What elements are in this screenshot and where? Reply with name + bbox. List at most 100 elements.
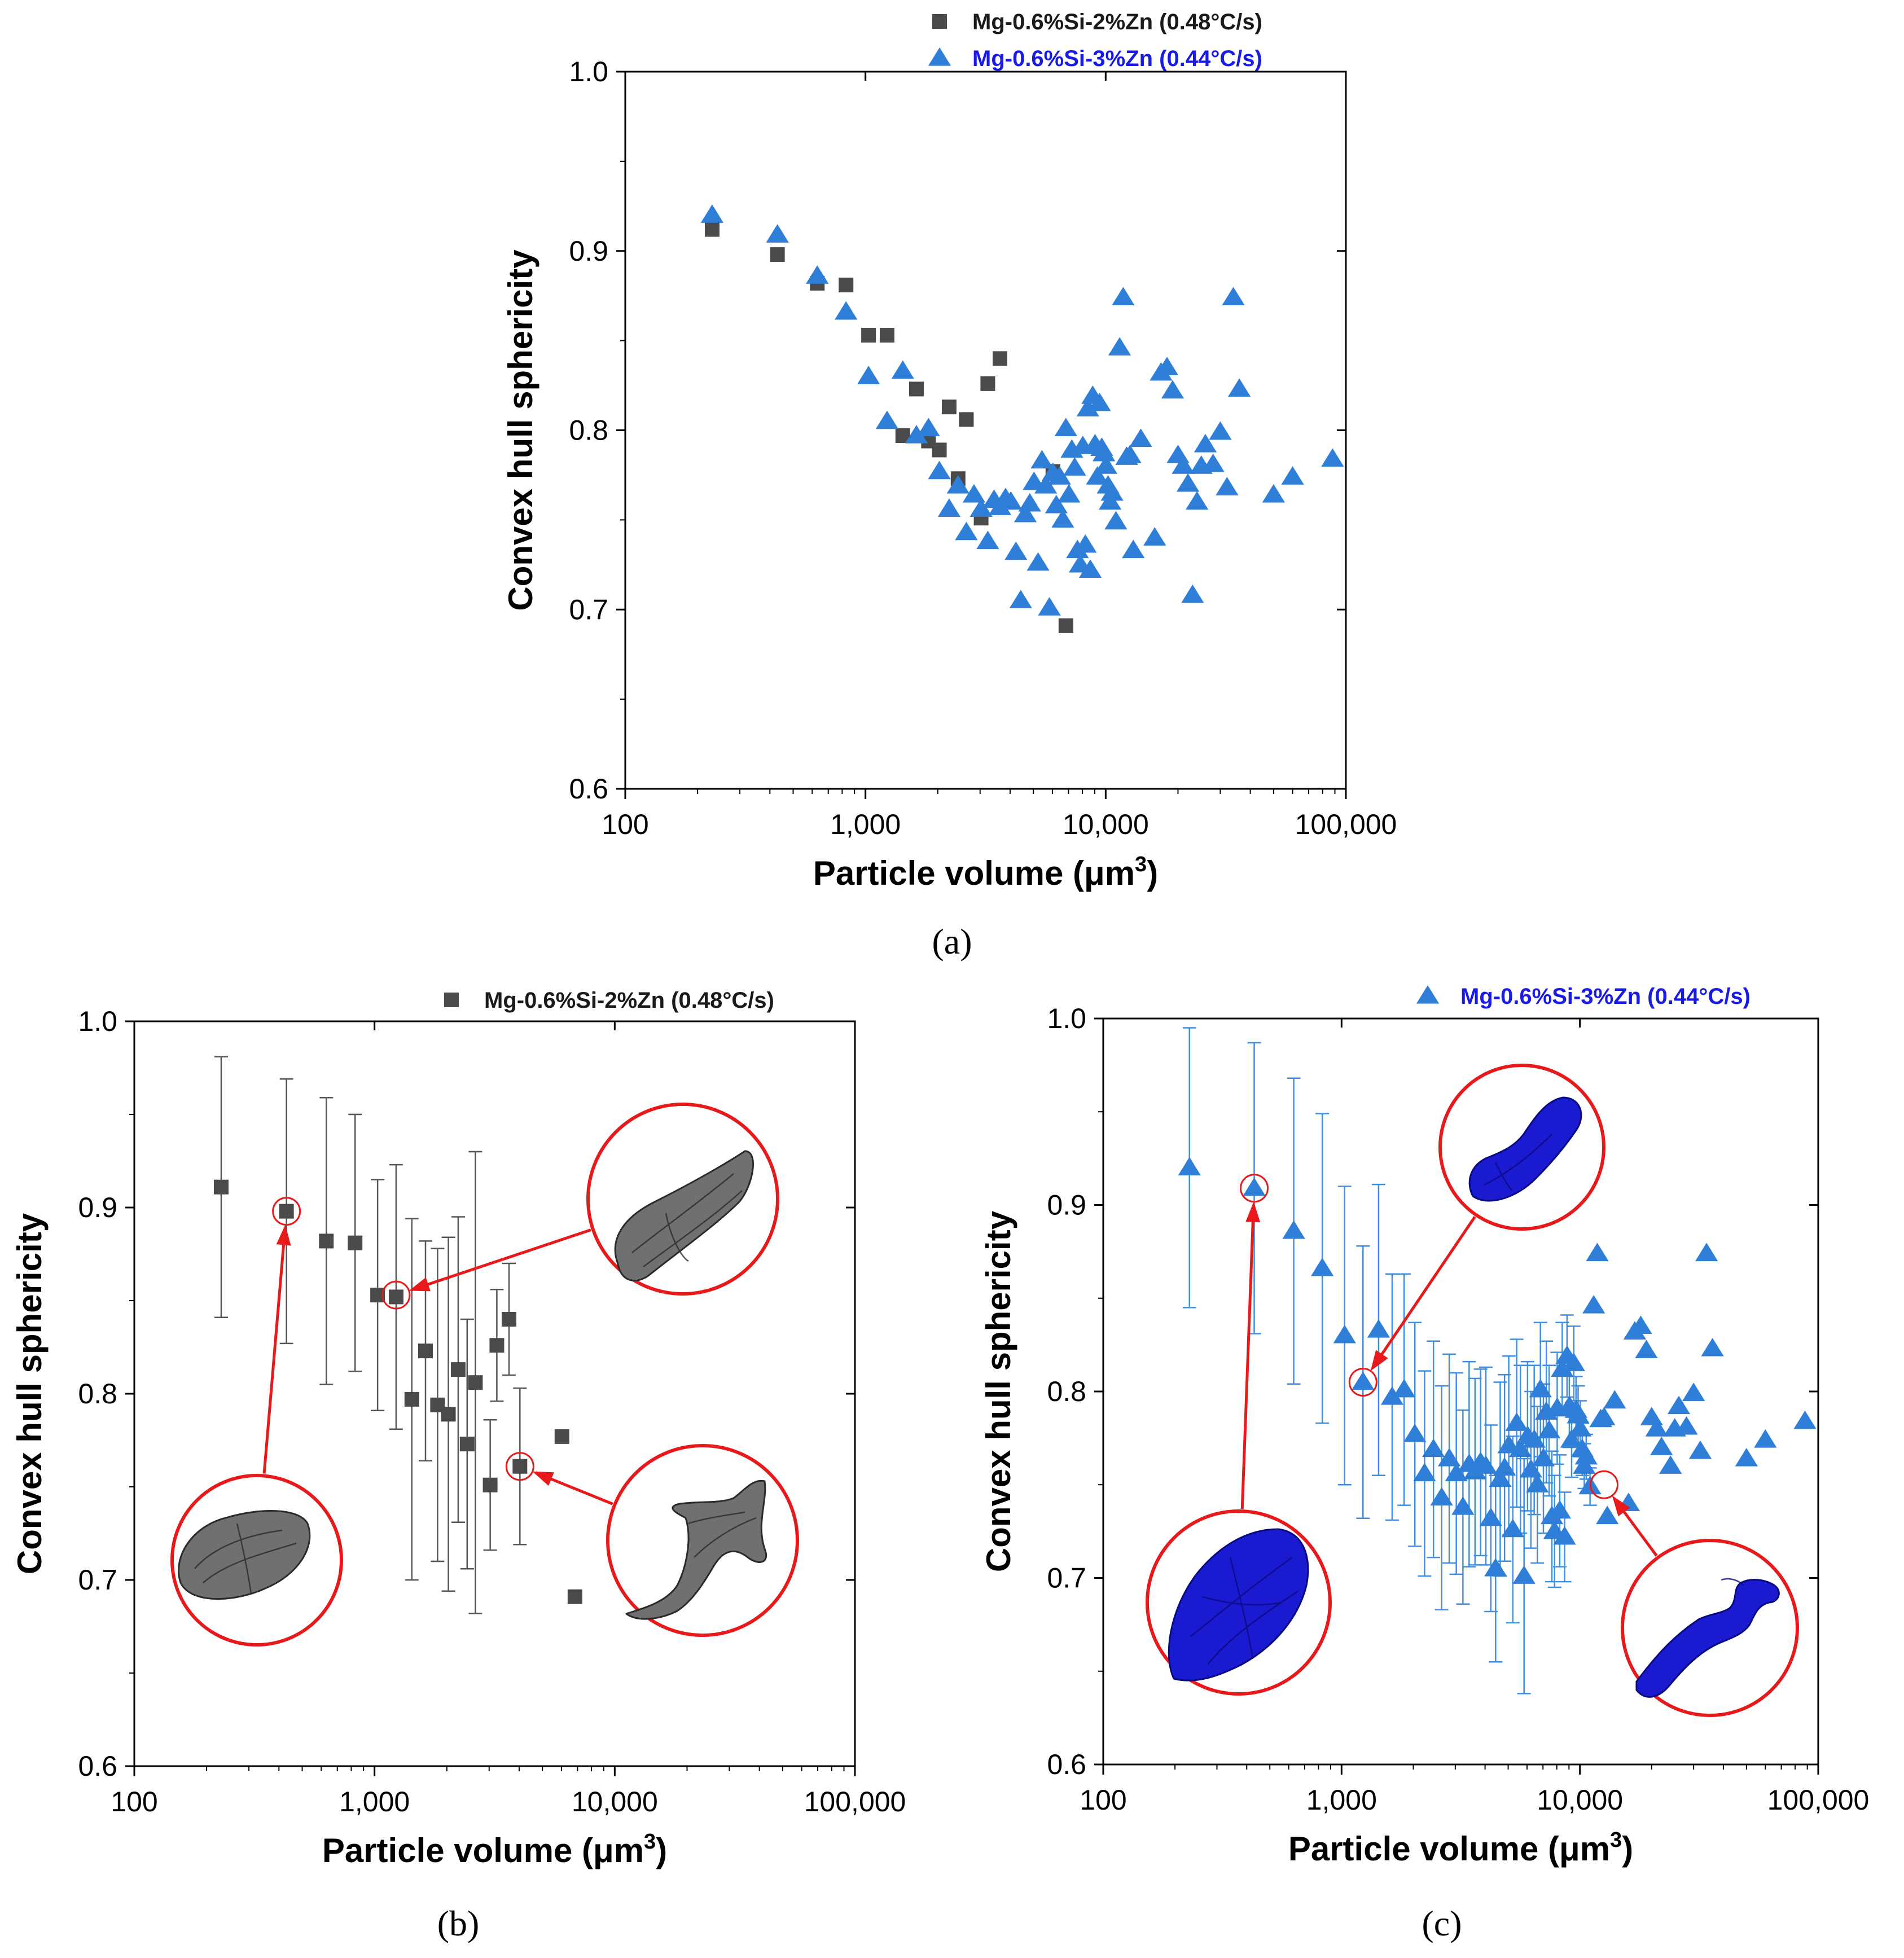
data-point-b-0-15: [502, 1312, 517, 1327]
data-point-c-0-1: [1243, 1177, 1266, 1196]
data-point-c-0-76: [1735, 1447, 1758, 1467]
data-point-a-1-54: [1108, 337, 1131, 356]
x-tick-label-b-2: 10,000: [572, 1786, 658, 1817]
arrow-head-c-1: [1370, 1350, 1388, 1371]
highlight-ring-c-0: [1240, 1174, 1269, 1203]
data-point-c-0-71: [1675, 1416, 1698, 1435]
particle-detail-b-2: [688, 1511, 757, 1558]
particle-detail-b-1: [631, 1173, 743, 1268]
particle-shape-c-2: [1635, 1579, 1780, 1698]
data-point-b-0-16: [512, 1459, 528, 1474]
data-point-a-1-10: [937, 498, 961, 517]
legend-label-a-0: Mg-0.6%Si-2%Zn (0.48°C/s): [972, 10, 1262, 34]
series-b-0: [213, 1056, 582, 1614]
data-point-c-0-3: [1311, 1257, 1334, 1276]
data-point-c-0-6: [1367, 1319, 1390, 1338]
data-point-c-0-13: [1437, 1447, 1461, 1467]
data-point-a-1-74: [1222, 287, 1245, 306]
arrow-head-b-0: [276, 1224, 291, 1246]
particle-shape-b-1: [614, 1150, 754, 1281]
particle-detail-c-2: [1721, 1578, 1744, 1586]
data-point-a-0-9: [932, 442, 947, 458]
x-tick-label-c-0: 100: [1080, 1784, 1126, 1816]
y-tick-label-c-1: 0.7: [1047, 1562, 1086, 1594]
data-point-c-0-28: [1512, 1565, 1536, 1584]
arrow-head-b-1: [409, 1277, 431, 1292]
data-point-c-0-33: [1529, 1378, 1552, 1398]
data-point-c-0-70: [1667, 1395, 1691, 1415]
data-point-a-1-59: [1129, 428, 1152, 447]
data-point-c-0-63: [1635, 1340, 1658, 1358]
data-point-a-1-22: [1014, 503, 1037, 523]
data-point-a-1-73: [1216, 477, 1239, 495]
y-tick-label-a-3: 0.9: [569, 235, 608, 267]
data-point-a-1-8: [917, 418, 940, 437]
data-point-c-0-46: [1562, 1353, 1586, 1372]
arrow-line-b-1: [411, 1228, 591, 1291]
data-point-a-1-26: [1030, 450, 1054, 469]
data-point-b-0-10: [450, 1362, 466, 1377]
data-point-a-1-48: [1093, 442, 1116, 462]
y-tick-label-c-3: 0.9: [1047, 1189, 1086, 1221]
x-tick-label-a-1: 1,000: [830, 809, 901, 840]
data-point-a-1-63: [1161, 380, 1184, 399]
data-point-b-0-7: [418, 1344, 433, 1359]
data-point-a-1-34: [1058, 484, 1081, 503]
data-point-a-1-53: [1104, 511, 1128, 530]
data-point-c-0-31: [1523, 1429, 1546, 1448]
data-point-a-1-66: [1176, 473, 1200, 492]
data-point-a-1-72: [1209, 421, 1232, 440]
legend-label-a-1: Mg-0.6%Si-3%Zn (0.44°C/s): [972, 46, 1262, 71]
legend-marker-c-0: [1416, 985, 1440, 1004]
data-point-b-0-17: [554, 1429, 569, 1444]
data-point-b-0-18: [567, 1589, 582, 1604]
highlight-ring-c-2: [1589, 1470, 1618, 1499]
particle-shape-c-0: [1168, 1528, 1309, 1682]
data-point-a-1-12: [955, 521, 978, 541]
data-point-c-0-25: [1501, 1518, 1524, 1538]
panel-label-c: (c): [1422, 1903, 1462, 1943]
data-point-c-0-0: [1178, 1157, 1201, 1176]
data-point-a-1-33: [1054, 418, 1077, 437]
data-point-a-1-68: [1186, 491, 1209, 510]
highlight-ring-b-0: [272, 1197, 301, 1226]
data-point-a-1-32: [1051, 509, 1074, 528]
data-point-c-0-40: [1548, 1500, 1572, 1519]
data-point-c-0-20: [1479, 1507, 1502, 1526]
y-tick-label-b-0: 0.6: [78, 1750, 117, 1782]
data-point-a-1-11: [946, 475, 969, 494]
y-tick-label-b-2: 0.8: [78, 1378, 117, 1410]
arrow-line-c-0: [1240, 1205, 1255, 1509]
y-tick-label-c-2: 0.8: [1047, 1376, 1086, 1407]
data-point-c-0-7: [1380, 1386, 1404, 1405]
y-tick-label-a-1: 0.7: [569, 594, 608, 625]
data-point-c-0-19: [1474, 1455, 1498, 1474]
series-c-0: [1178, 1027, 1817, 1694]
highlight-ring-c-1: [1348, 1367, 1377, 1397]
x-tick-label-b-0: 100: [111, 1786, 157, 1817]
data-point-c-0-48: [1567, 1404, 1590, 1424]
plot-frame-a: [624, 71, 1347, 790]
data-point-b-0-5: [388, 1289, 403, 1305]
data-point-a-1-28: [1038, 597, 1061, 616]
data-point-c-0-2: [1282, 1220, 1305, 1239]
data-point-c-0-72: [1682, 1382, 1705, 1401]
data-point-a-1-1: [766, 224, 789, 243]
y-tick-label-b-1: 0.7: [78, 1564, 117, 1596]
data-point-c-0-42: [1553, 1526, 1576, 1545]
data-point-b-0-6: [404, 1391, 419, 1407]
data-point-c-0-66: [1650, 1437, 1673, 1455]
data-point-b-0-3: [348, 1235, 363, 1250]
data-point-a-1-52: [1100, 482, 1124, 501]
data-point-c-0-64: [1640, 1407, 1663, 1425]
y-tick-label-a-2: 0.8: [569, 415, 608, 446]
data-point-c-0-77: [1754, 1429, 1777, 1448]
y-tick-label-c-4: 1.0: [1047, 1003, 1086, 1034]
data-point-a-1-0: [700, 204, 724, 223]
data-point-a-1-40: [1074, 534, 1097, 553]
arrow-line-c-1: [1371, 1216, 1476, 1369]
data-point-b-0-13: [482, 1477, 498, 1492]
data-point-a-1-78: [1321, 448, 1344, 467]
data-point-a-1-2: [806, 265, 829, 284]
particle-detail-c-0: [1190, 1556, 1298, 1665]
